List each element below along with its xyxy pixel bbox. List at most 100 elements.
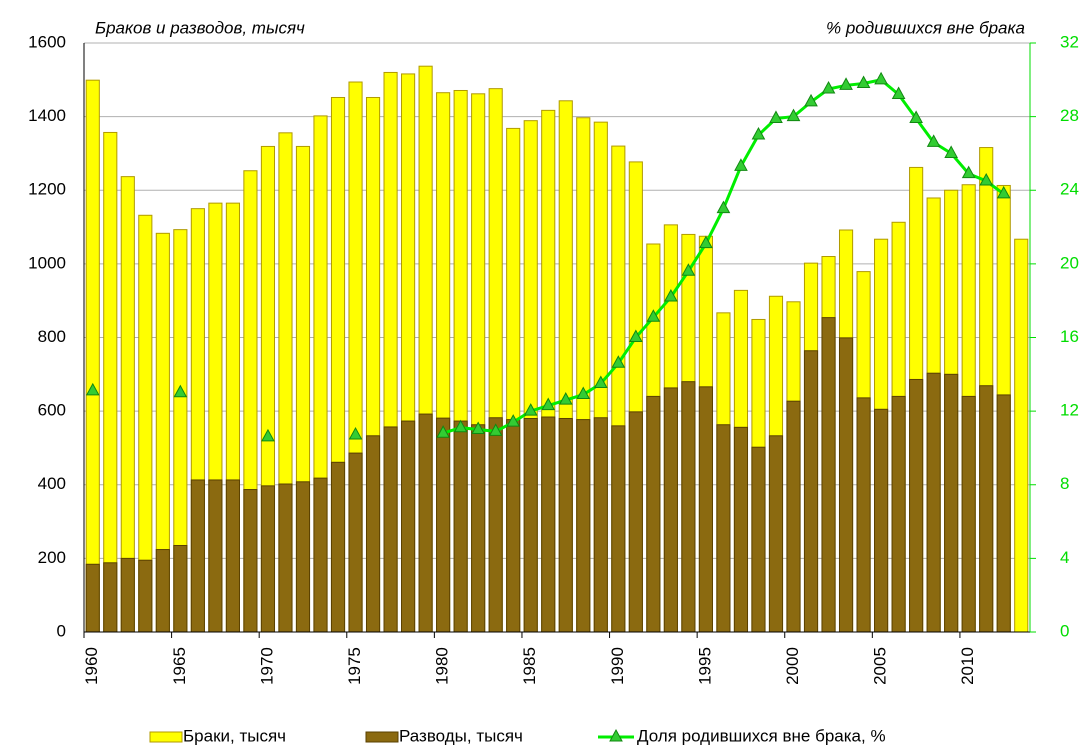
bar (348, 452, 363, 633)
marker (839, 77, 853, 90)
x-tick-label: 1995 (695, 647, 714, 685)
bar (330, 461, 346, 633)
bar (103, 562, 118, 633)
bar (926, 372, 941, 633)
marker (909, 110, 923, 123)
marker (769, 110, 783, 123)
y2-tick-label: 16 (1060, 327, 1079, 346)
marker (506, 414, 521, 427)
y-tick-label: 600 (38, 401, 66, 420)
y2-tick-label: 0 (1060, 621, 1069, 640)
marker (593, 375, 608, 389)
legend-marker (609, 728, 623, 742)
bar (85, 79, 100, 633)
y2-tick-label: 28 (1060, 106, 1079, 125)
marker (523, 403, 538, 416)
x-tick-label: 1965 (170, 647, 189, 685)
marker (453, 419, 468, 433)
marker (628, 329, 643, 342)
legend-label: Разводы, тысяч (399, 726, 523, 745)
bar (768, 435, 784, 633)
bar (681, 381, 696, 633)
bar (138, 559, 153, 633)
bar (401, 420, 416, 633)
bar (856, 397, 871, 633)
bar (786, 400, 801, 633)
bar (260, 485, 276, 633)
marker (874, 71, 888, 85)
bar (838, 337, 854, 633)
bar (313, 477, 328, 633)
bar (208, 479, 223, 633)
bar (909, 378, 924, 633)
bar (979, 385, 994, 633)
marker (471, 421, 486, 435)
x-tick-label: 1975 (345, 647, 364, 685)
bar (751, 446, 766, 633)
bar (85, 563, 100, 633)
x-tick-label: 2000 (783, 647, 802, 685)
marker (261, 428, 275, 442)
x-tick-label: 2005 (871, 647, 890, 685)
bar (733, 426, 749, 633)
bar (698, 386, 713, 633)
x-tick-label: 1990 (608, 647, 627, 685)
bar (418, 413, 433, 633)
marker (996, 185, 1011, 199)
marker (611, 355, 626, 368)
bar (716, 424, 731, 633)
marker (979, 173, 994, 186)
bar (190, 479, 205, 633)
bar (173, 544, 188, 633)
legend-swatch (365, 731, 399, 743)
bar (365, 435, 381, 633)
bar (891, 395, 906, 633)
marker (699, 235, 713, 249)
marker (804, 93, 818, 107)
bar (821, 317, 836, 633)
bar (944, 373, 959, 633)
bar (471, 424, 486, 633)
marker (944, 145, 959, 158)
bar (506, 419, 521, 633)
marker (681, 263, 696, 276)
legend-label: Доля родившихся вне брака, % (637, 726, 886, 745)
y2-tick-label: 12 (1060, 401, 1079, 420)
y-tick-label: 1600 (28, 32, 66, 51)
y2-tick-label: 4 (1060, 548, 1069, 567)
y2-tick-label: 8 (1060, 474, 1069, 493)
x-tick-label: 1985 (520, 647, 539, 685)
y-tick-label: 1200 (28, 180, 66, 199)
marker (856, 75, 871, 88)
y2-tick-label: 24 (1060, 180, 1079, 199)
bar (803, 350, 819, 633)
marker (664, 288, 678, 302)
bar (1014, 238, 1029, 633)
bar (436, 417, 451, 633)
right-axis-title: % родившихся вне брака (826, 18, 1025, 37)
bar (961, 395, 976, 633)
y-tick-label: 400 (38, 474, 66, 493)
y-tick-label: 800 (38, 327, 66, 346)
marker (436, 425, 450, 438)
legend-label: Браки, тысяч (183, 726, 286, 745)
bar (243, 489, 258, 633)
marker (926, 134, 941, 147)
bar (558, 417, 573, 633)
x-tick-label: 1980 (433, 647, 452, 685)
y-tick-label: 1000 (28, 253, 66, 272)
marker (85, 382, 100, 396)
x-tick-label: 2010 (958, 647, 977, 685)
marker (576, 386, 591, 400)
bar (541, 416, 556, 633)
y-tick-label: 1400 (28, 106, 66, 125)
bar (453, 420, 468, 633)
legend-swatch (149, 731, 183, 743)
y-tick-label: 0 (57, 621, 66, 640)
left-axis-title: Браков и разводов, тысяч (95, 18, 305, 37)
marker (646, 309, 661, 322)
bar (103, 131, 118, 633)
bar (576, 419, 591, 633)
marker (821, 80, 836, 94)
bar (663, 387, 678, 633)
